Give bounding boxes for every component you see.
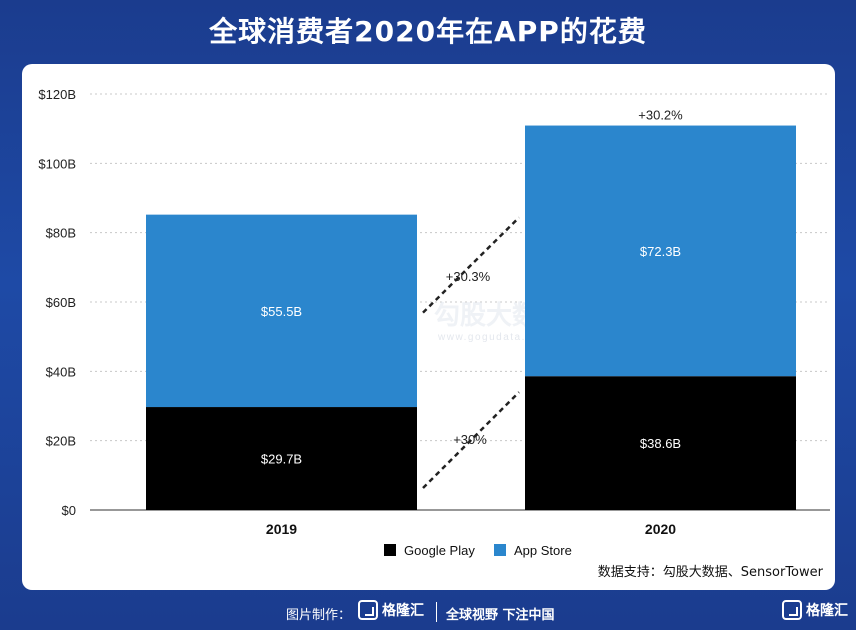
data-label-google-play-2019: $29.7B <box>261 452 302 467</box>
footer-slogan: 全球视野 下注中国 <box>446 608 555 623</box>
data-source: 数据支持：勾股大数据、SensorTower <box>597 565 823 580</box>
y-tick-label: $100B <box>38 156 76 171</box>
logo-text: 格隆汇 <box>382 603 424 619</box>
connector-google-play <box>422 391 520 489</box>
y-tick-label: $60B <box>46 295 76 310</box>
gelonghui-logo: 格隆汇 <box>358 600 424 620</box>
logo-icon-right <box>782 600 802 620</box>
annotation-app-store-growth: +30.3% <box>446 269 491 284</box>
bar-google-play-2019 <box>146 407 417 510</box>
annotation-google-play-growth: +30% <box>453 432 487 447</box>
connector-app-store <box>422 216 520 314</box>
chart-card: $0$20B$40B$60B$80B$100B$120B格隆汇勾股大数据www.… <box>22 64 835 590</box>
chart-title: 全球消费者2020年在APP的花费 <box>209 15 647 48</box>
legend-swatch-google-play <box>384 544 396 556</box>
footer-divider <box>436 602 437 622</box>
y-tick-label: $20B <box>46 434 76 449</box>
legend-label-google-play: Google Play <box>404 543 475 558</box>
footer: 图片制作： 格隆汇 全球视野 下注中国 格隆汇 <box>0 598 856 626</box>
logo-icon <box>358 600 378 620</box>
y-tick-label: $80B <box>46 226 76 241</box>
bar-app-store-2020 <box>525 125 796 377</box>
y-tick-label: $0 <box>62 503 76 518</box>
watermark-url: www.gogudata.com <box>437 332 549 343</box>
legend-swatch-app-store <box>494 544 506 556</box>
bar-google-play-2020 <box>525 376 796 510</box>
bar-app-store-2019 <box>146 214 417 408</box>
y-tick-label: $120B <box>38 87 76 102</box>
annotation-total-growth: +30.2% <box>638 108 683 123</box>
x-tick-label: 2020 <box>645 521 676 537</box>
y-tick-label: $40B <box>46 364 76 379</box>
logo-text-right: 格隆汇 <box>806 603 848 619</box>
data-label-app-store-2019: $55.5B <box>261 304 302 319</box>
data-label-google-play-2020: $38.6B <box>640 436 681 451</box>
legend-label-app-store: App Store <box>514 543 572 558</box>
data-label-app-store-2020: $72.3B <box>640 244 681 259</box>
x-tick-label: 2019 <box>266 521 297 537</box>
made-by-label: 图片制作： <box>286 608 352 623</box>
gelonghui-logo-right: 格隆汇 <box>782 600 848 620</box>
stacked-bar-chart: $0$20B$40B$60B$80B$100B$120B格隆汇勾股大数据www.… <box>38 87 830 558</box>
